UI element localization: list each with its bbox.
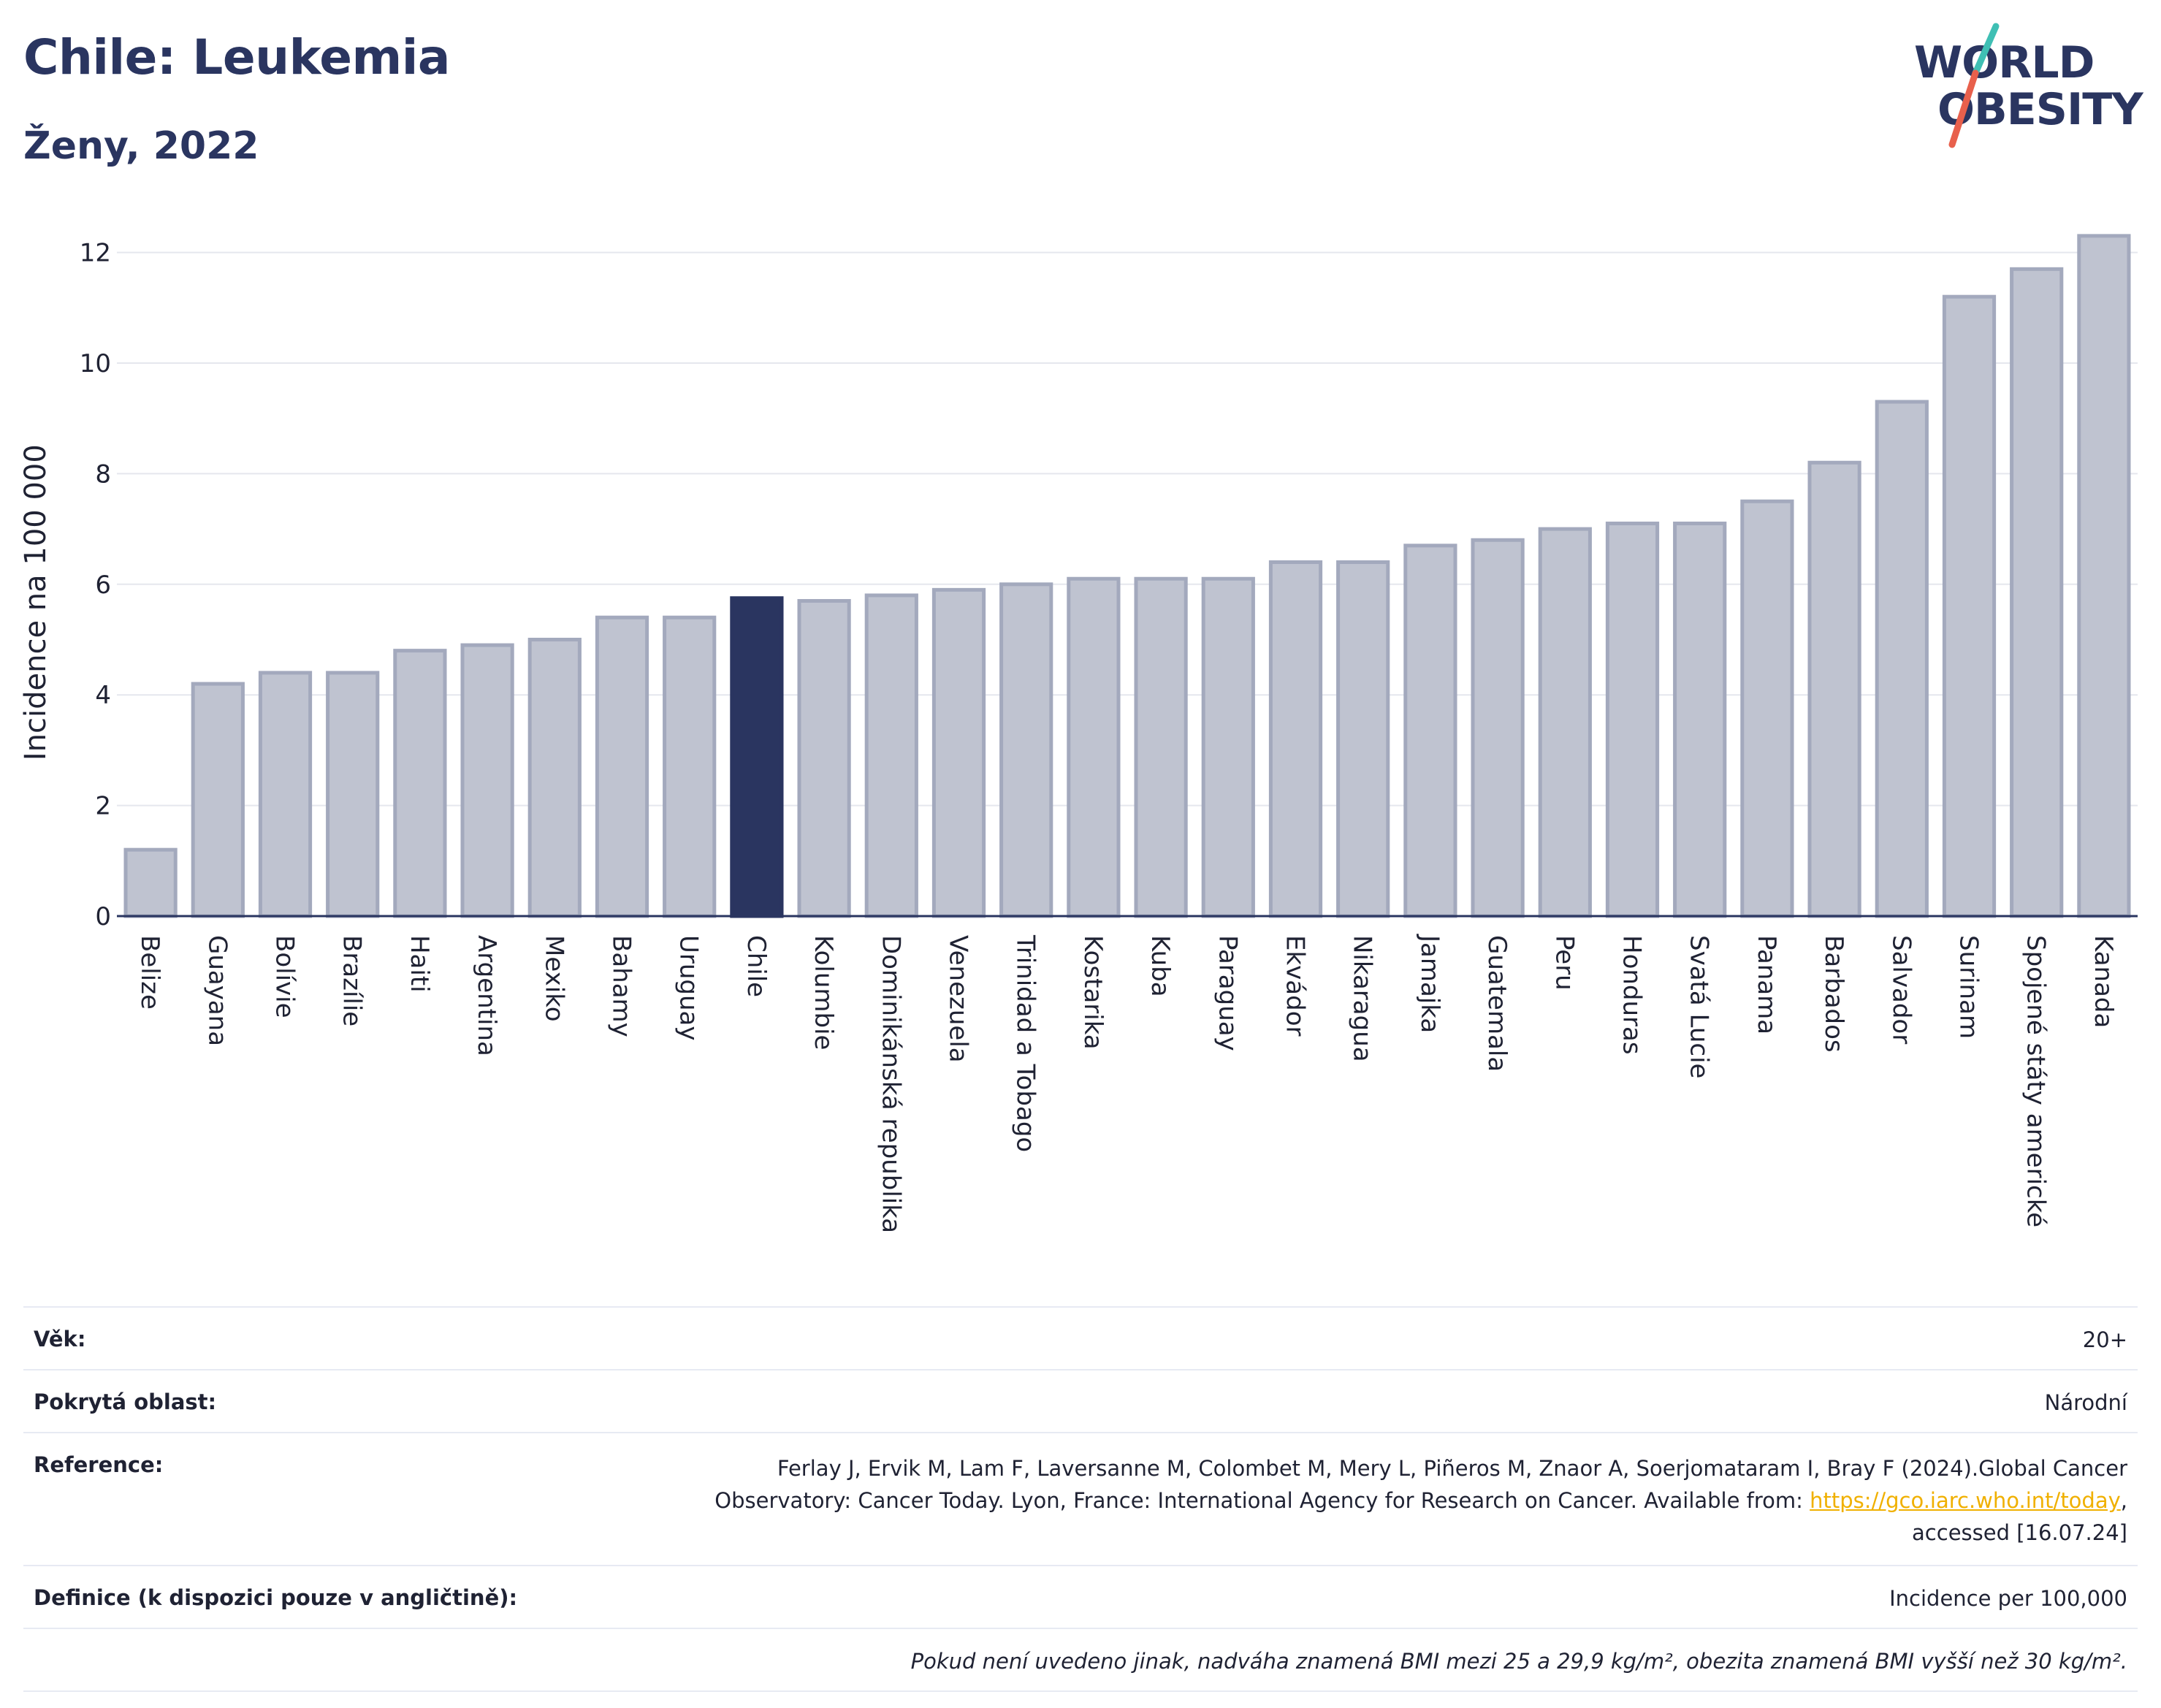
world-obesity-logo: WORLD OBESITY	[1899, 20, 2148, 152]
x-tick-label: Jamajka	[1415, 934, 1444, 1033]
bar-kolumbie	[797, 599, 851, 918]
definition-label: Definice (k dispozici pouze v angličtině…	[34, 1585, 518, 1610]
x-tick-label: Belize	[135, 935, 164, 1010]
info-table: Věk: 20+ Pokrytá oblast: Národní Referen…	[23, 1306, 2138, 1692]
logo-word-world: WORLD	[1914, 37, 2095, 88]
bar-kostarika	[1067, 576, 1121, 918]
bar-brazílie	[326, 671, 380, 918]
x-tick-label: Kolumbie	[809, 935, 838, 1050]
x-tick-label: Paraguay	[1213, 935, 1242, 1051]
page-subtitle: Ženy, 2022	[23, 124, 259, 168]
bmi-note: Pokud není uvedeno jinak, nadváha znamen…	[910, 1649, 2127, 1674]
x-axis-labels: Belize Guayana Bolívie Brazílie Haiti Argenti…	[135, 934, 2118, 1233]
bars	[123, 234, 2131, 918]
x-tick-label: Salvador	[1886, 935, 1916, 1044]
info-row-coverage: Pokrytá oblast: Národní	[23, 1369, 2138, 1432]
age-value: 20+	[2082, 1327, 2127, 1352]
bar-paraguay	[1201, 576, 1255, 918]
x-tick-label: Kanada	[2089, 935, 2118, 1028]
bar-kuba	[1134, 576, 1188, 918]
info-row-note: Pokud není uvedeno jinak, nadváha znamen…	[23, 1628, 2138, 1692]
age-label: Věk:	[34, 1327, 86, 1351]
reference-line-2-post: ,	[2120, 1488, 2127, 1513]
x-tick-label: Haiti	[405, 935, 434, 993]
x-tick-label: Dominikánská republika	[876, 935, 905, 1233]
bar-belize	[123, 847, 178, 918]
y-axis-label: Incidence na 100 000	[19, 444, 53, 760]
x-tick-label: Kuba	[1146, 935, 1175, 997]
info-row-reference: Reference: Ferlay J, Ervik M, Lam F, Lav…	[23, 1432, 2138, 1565]
x-tick-label: Surinam	[1954, 935, 1983, 1039]
bar-svatá-lucie	[1673, 522, 1727, 918]
bar-argentina	[460, 643, 514, 918]
x-tick-label: Trinidad a Tobago	[1011, 934, 1040, 1152]
info-row-definition: Definice (k dispozici pouze v angličtině…	[23, 1565, 2138, 1628]
reference-line-2-pre: Observatory: Cancer Today. Lyon, France:…	[714, 1488, 1810, 1513]
reference-link[interactable]: https://gco.iarc.who.int/today	[1810, 1488, 2121, 1513]
bar-salvador	[1875, 400, 1929, 918]
bar-ekvádor	[1268, 560, 1323, 918]
bar-chile	[730, 596, 784, 918]
page-title: Chile: Leukemia	[23, 29, 450, 85]
x-tick-label: Bolívie	[270, 935, 300, 1018]
bar-bahamy	[595, 615, 649, 918]
y-tick-label: 0	[95, 902, 111, 931]
x-tick-label: Peru	[1550, 935, 1579, 991]
y-tick-label: 6	[95, 571, 111, 600]
bar-guayana	[191, 682, 245, 918]
x-tick-label: Panama	[1752, 935, 1781, 1034]
y-tick-label: 8	[95, 460, 111, 489]
logo-word-obesity: OBESITY	[1937, 84, 2143, 135]
x-tick-label: Svatá Lucie	[1685, 935, 1714, 1078]
info-row-age: Věk: 20+	[23, 1306, 2138, 1369]
bar-uruguay	[663, 615, 717, 918]
bar-dominikánská-republika	[864, 593, 918, 918]
x-tick-label: Nikaragua	[1348, 935, 1377, 1062]
bar-barbados	[1807, 460, 1861, 918]
bar-nikaragua	[1336, 560, 1390, 918]
reference-line-3: accessed [16.07.24]	[1912, 1520, 2127, 1545]
x-tick-label: Spojené státy americké	[2021, 935, 2051, 1227]
definition-value: Incidence per 100,000	[1889, 1586, 2127, 1611]
bar-venezuela	[931, 587, 986, 918]
bar-jamajka	[1403, 544, 1457, 918]
logo-slash-icon	[1948, 23, 2000, 148]
x-tick-label: Kostarika	[1078, 935, 1108, 1050]
x-tick-label: Ekvádor	[1281, 935, 1310, 1037]
bar-guatemala	[1471, 538, 1525, 918]
bar-trinidad-a-tobago	[999, 582, 1053, 918]
reference-line-1: Ferlay J, Ervik M, Lam F, Laversanne M, …	[777, 1456, 2127, 1481]
y-tick-label: 4	[95, 681, 111, 710]
x-tick-label: Chile	[742, 935, 771, 997]
reference-value: Ferlay J, Ervik M, Lam F, Laversanne M, …	[714, 1452, 2127, 1549]
bar-bolívie	[258, 671, 313, 918]
y-tick-label: 12	[80, 239, 111, 268]
x-tick-label: Guayana	[202, 935, 232, 1046]
bar-spojené-státy-americké	[2010, 267, 2064, 918]
bar-honduras	[1605, 522, 1660, 918]
coverage-value: Národní	[2044, 1390, 2127, 1415]
x-tick-label: Bahamy	[607, 935, 636, 1037]
x-tick-label: Brazílie	[338, 935, 367, 1026]
bar-surinam	[1942, 294, 1997, 918]
x-tick-label: Argentina	[472, 935, 501, 1056]
x-tick-label: Guatemala	[1482, 935, 1512, 1072]
bar-chart: 0 2 4 6 8 10 12 Incidence na 100 000 Belize Gua…	[19, 234, 2138, 1233]
coverage-label: Pokrytá oblast:	[34, 1389, 217, 1414]
bar-panama	[1740, 499, 1794, 918]
y-axis-ticks: 0 2 4 6 8 10 12	[80, 239, 111, 931]
bar-kanada	[2077, 234, 2131, 918]
reference-label: Reference:	[34, 1452, 164, 1477]
y-tick-label: 2	[95, 792, 111, 821]
bar-peru	[1538, 527, 1592, 918]
y-tick-label: 10	[80, 349, 111, 378]
x-tick-label: Mexiko	[539, 935, 568, 1022]
gridlines	[117, 251, 2138, 807]
x-tick-label: Honduras	[1617, 935, 1647, 1055]
x-tick-label: Uruguay	[674, 935, 704, 1041]
bar-haiti	[393, 649, 447, 918]
x-tick-label: Barbados	[1819, 935, 1848, 1053]
bar-mexiko	[527, 638, 582, 918]
x-tick-label: Venezuela	[944, 935, 973, 1063]
